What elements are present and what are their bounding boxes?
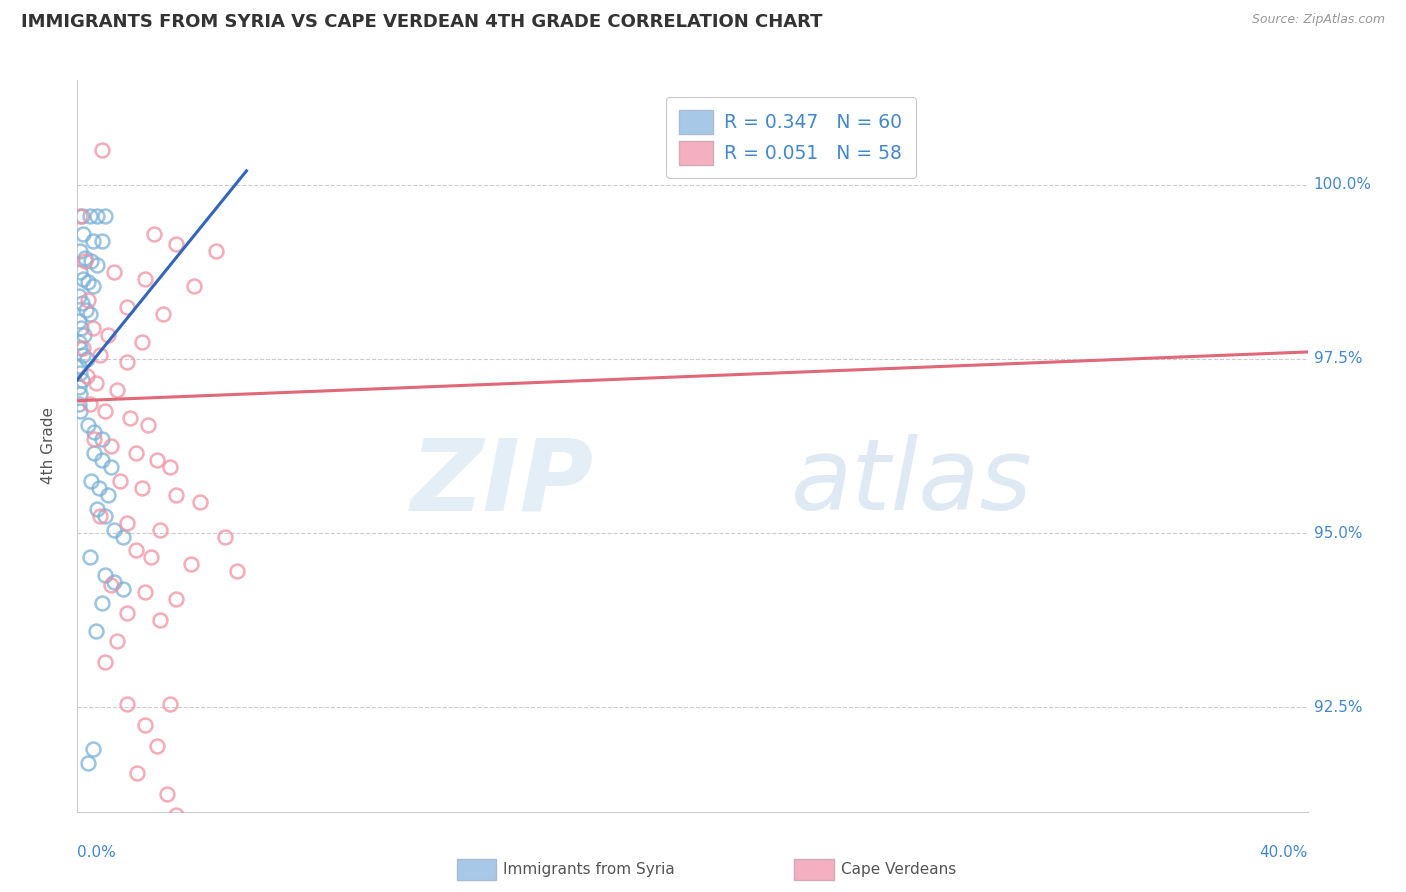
Text: IMMIGRANTS FROM SYRIA VS CAPE VERDEAN 4TH GRADE CORRELATION CHART: IMMIGRANTS FROM SYRIA VS CAPE VERDEAN 4T… bbox=[21, 13, 823, 31]
Text: 92.5%: 92.5% bbox=[1313, 699, 1362, 714]
Text: ZIP: ZIP bbox=[411, 434, 595, 531]
Text: Immigrants from Syria: Immigrants from Syria bbox=[503, 863, 675, 877]
Text: Cape Verdeans: Cape Verdeans bbox=[841, 863, 956, 877]
Text: Source: ZipAtlas.com: Source: ZipAtlas.com bbox=[1251, 13, 1385, 27]
Text: 95.0%: 95.0% bbox=[1313, 525, 1362, 541]
Text: 0.0%: 0.0% bbox=[77, 845, 117, 860]
Text: 40.0%: 40.0% bbox=[1260, 845, 1308, 860]
Text: 97.5%: 97.5% bbox=[1313, 351, 1362, 367]
Legend: R = 0.347   N = 60, R = 0.051   N = 58: R = 0.347 N = 60, R = 0.051 N = 58 bbox=[666, 97, 915, 178]
Text: atlas: atlas bbox=[792, 434, 1032, 531]
Text: 100.0%: 100.0% bbox=[1313, 178, 1372, 193]
Y-axis label: 4th Grade: 4th Grade bbox=[42, 408, 56, 484]
